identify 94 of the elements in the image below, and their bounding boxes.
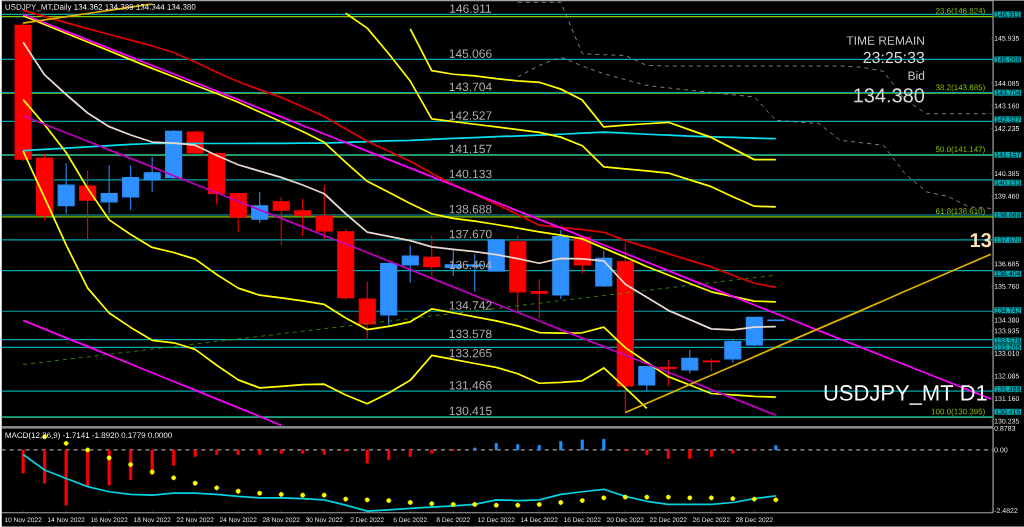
- point: [192, 480, 198, 486]
- point: [515, 502, 521, 508]
- candlestick: [272, 196, 290, 246]
- bar: [559, 441, 563, 451]
- bar: [645, 449, 649, 455]
- ref-line-label: 143.704: [449, 82, 492, 92]
- point: [558, 500, 564, 506]
- candlestick: [638, 365, 656, 393]
- ref-line-label: 140.133: [449, 169, 492, 179]
- point: [386, 498, 392, 504]
- point: [751, 496, 757, 502]
- bar: [774, 445, 778, 451]
- bar: [602, 439, 606, 451]
- point: [665, 494, 671, 500]
- ref-line-label: 137.670: [449, 229, 492, 239]
- bar: [193, 449, 197, 457]
- annotation: Bid: [908, 71, 925, 80]
- point: [601, 495, 607, 501]
- candlestick: [294, 198, 312, 237]
- bar: [494, 443, 498, 451]
- bar: [365, 449, 369, 464]
- bar: [43, 449, 47, 484]
- ref-line-label: 141.157: [449, 144, 492, 154]
- ref-line-label: 133.578: [449, 329, 492, 339]
- bar: [731, 449, 735, 454]
- candlestick: [315, 184, 333, 241]
- candlestick: [681, 349, 699, 374]
- annotation: TIME REMAIN: [846, 36, 924, 45]
- point: [214, 485, 220, 491]
- bar: [516, 444, 520, 451]
- bar: [258, 449, 262, 455]
- candlestick: [57, 163, 75, 215]
- point: [364, 497, 370, 503]
- point: [321, 492, 327, 498]
- point: [622, 494, 628, 500]
- ref-line-label: 138.688: [449, 205, 492, 214]
- point: [493, 502, 499, 508]
- point: [235, 488, 241, 494]
- point: [579, 498, 585, 504]
- ref-line-label: 142.527: [449, 111, 492, 120]
- ref-line-label: 136.404: [449, 260, 492, 270]
- bar: [430, 449, 434, 454]
- candlestick: [143, 156, 161, 193]
- bar: [688, 449, 692, 459]
- point: [708, 495, 714, 501]
- point: [63, 441, 69, 446]
- bar: [580, 439, 584, 451]
- line-series: [409, 28, 777, 161]
- bar: [172, 449, 176, 466]
- point: [300, 492, 306, 498]
- point: [773, 497, 779, 503]
- point: [472, 502, 478, 507]
- bar: [21, 449, 25, 474]
- point: [429, 501, 435, 507]
- bar: [64, 449, 68, 506]
- candlestick: [401, 244, 419, 284]
- bar: [537, 445, 541, 451]
- bar: [215, 449, 219, 455]
- point: [149, 469, 155, 475]
- candlestick: [100, 164, 118, 215]
- point: [343, 496, 349, 502]
- point: [257, 490, 263, 496]
- bar: [666, 449, 670, 459]
- bar: [279, 449, 283, 454]
- candlestick: [423, 234, 441, 277]
- bar: [709, 449, 713, 457]
- ref-line-label: 130.415: [449, 406, 492, 416]
- point: [536, 502, 542, 507]
- ref-line-label: 134.742: [449, 301, 492, 310]
- point: [278, 492, 284, 497]
- point: [450, 502, 456, 507]
- ref-line-label: 131.466: [449, 381, 492, 390]
- point: [730, 496, 736, 502]
- point: [644, 494, 650, 500]
- candlestick: [530, 278, 548, 320]
- point: [85, 447, 91, 453]
- point: [171, 475, 177, 481]
- point: [407, 500, 413, 506]
- point: [687, 495, 693, 501]
- bar: [301, 449, 305, 454]
- line-series: [22, 41, 777, 331]
- candlestick: [724, 339, 742, 364]
- annotation: 13: [970, 233, 992, 248]
- ref-line-label: 146.911: [450, 4, 492, 13]
- point: [128, 462, 134, 468]
- candlestick: [122, 164, 140, 211]
- bar: [322, 449, 326, 455]
- ref-line-label: 133.265: [449, 349, 492, 358]
- ref-line-label: 145.066: [449, 49, 492, 58]
- point: [106, 455, 112, 461]
- bar: [387, 449, 391, 461]
- candlestick: [659, 359, 677, 388]
- bar: [236, 449, 240, 455]
- bar: [408, 449, 412, 457]
